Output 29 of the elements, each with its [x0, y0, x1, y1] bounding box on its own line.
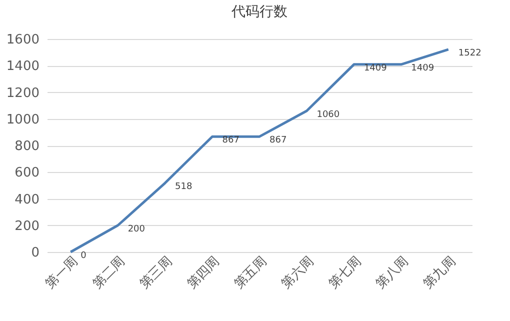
y-tick-label: 800: [14, 139, 40, 154]
data-label: 867: [222, 136, 240, 146]
x-tick-label: 第八周: [373, 254, 412, 292]
line-series: [69, 48, 450, 254]
x-tick-label: 第六周: [278, 254, 318, 292]
y-tick-label: 1200: [6, 86, 40, 101]
data-label: 867: [270, 136, 287, 146]
y-tick-label: 1400: [6, 59, 40, 74]
x-tick-label: 第五周: [232, 254, 270, 292]
chart-title: 代码行数: [230, 4, 288, 20]
y-tick-label: 1000: [6, 112, 40, 128]
y-tick-label: 1600: [6, 32, 40, 48]
data-label: 0: [80, 251, 87, 261]
data-label: 518: [175, 182, 193, 192]
data-label: 1522: [458, 48, 482, 58]
data-label: 1060: [316, 110, 340, 120]
y-tick-label: 200: [14, 218, 40, 234]
x-tick-label: 第一周: [42, 254, 82, 292]
x-tick-label: 第九周: [420, 254, 459, 292]
x-tick-label: 第七周: [326, 254, 364, 292]
y-tick-label: 400: [14, 192, 40, 208]
x-tick-label: 第二周: [90, 254, 128, 292]
data-label: 1409: [411, 63, 434, 74]
data-label: 200: [128, 224, 146, 234]
y-tick-label: 0: [31, 246, 40, 260]
data-label: 1409: [364, 63, 388, 74]
y-tick-label: 600: [14, 166, 40, 181]
x-tick-label: 第三周: [137, 254, 176, 292]
x-tick-label: 第四周: [184, 254, 223, 292]
